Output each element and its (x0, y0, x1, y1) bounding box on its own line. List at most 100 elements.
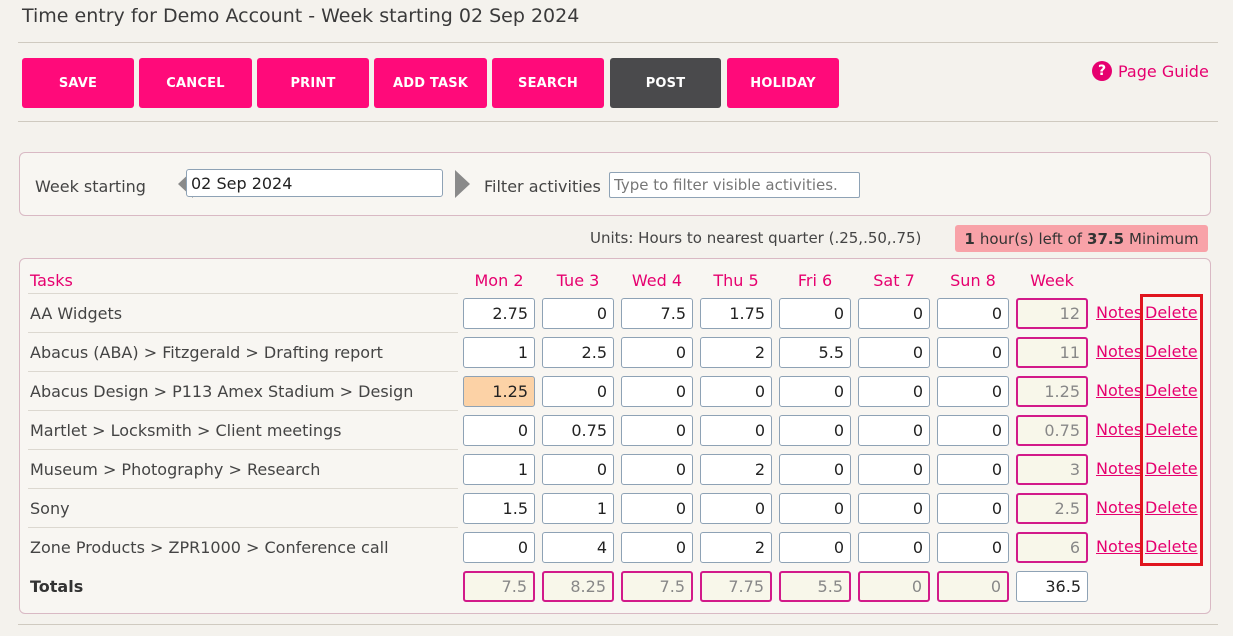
page-guide-link[interactable]: ? Page Guide (1092, 59, 1209, 83)
delete-link[interactable]: Delete (1145, 498, 1198, 517)
hours-input[interactable] (858, 532, 930, 563)
hours-input[interactable] (937, 337, 1009, 368)
hours-input[interactable] (463, 532, 535, 563)
task-name: Abacus Design > P113 Amex Stadium > Desi… (30, 382, 414, 401)
toolbar-divider (18, 121, 1218, 122)
hours-input[interactable] (621, 298, 693, 329)
timesheet-grid (19, 258, 1211, 614)
hours-input[interactable] (542, 415, 614, 446)
hours-input[interactable] (779, 532, 851, 563)
hours-input[interactable] (937, 376, 1009, 407)
totals-label: Totals (30, 577, 84, 596)
task-name: Sony (30, 499, 70, 518)
hours-input[interactable] (700, 376, 772, 407)
delete-link[interactable]: Delete (1145, 459, 1198, 478)
print-button[interactable]: PRINT (257, 58, 369, 108)
day-header: Thu 5 (713, 271, 759, 290)
hours-input[interactable] (542, 493, 614, 524)
week-total-cell (1016, 454, 1088, 485)
hours-input[interactable] (858, 415, 930, 446)
hours-input[interactable] (542, 298, 614, 329)
hours-input[interactable] (700, 415, 772, 446)
row-divider (28, 527, 458, 528)
hours-left-number: 1 (964, 229, 975, 248)
delete-link[interactable]: Delete (1145, 381, 1198, 400)
hours-input[interactable] (937, 532, 1009, 563)
hours-input[interactable] (463, 298, 535, 329)
page-title: Time entry for Demo Account - Week start… (22, 5, 580, 27)
hours-input[interactable] (858, 376, 930, 407)
hours-input[interactable] (542, 532, 614, 563)
notes-link[interactable]: Notes (1096, 303, 1143, 322)
hours-input[interactable] (779, 337, 851, 368)
hours-input[interactable] (700, 493, 772, 524)
notes-link[interactable]: Notes (1096, 420, 1143, 439)
hours-input[interactable] (621, 415, 693, 446)
notes-link[interactable]: Notes (1096, 537, 1143, 556)
notes-link[interactable]: Notes (1096, 498, 1143, 517)
filter-activities-input[interactable] (609, 172, 860, 198)
hours-input[interactable] (937, 298, 1009, 329)
holiday-button[interactable]: HOLIDAY (727, 58, 839, 108)
row-divider (28, 332, 458, 333)
post-button[interactable]: POST (610, 58, 721, 108)
day-total-cell (858, 571, 930, 602)
hours-input[interactable] (621, 532, 693, 563)
hours-input[interactable] (621, 376, 693, 407)
hours-input[interactable] (463, 454, 535, 485)
hours-input[interactable] (463, 415, 535, 446)
hours-input[interactable] (542, 454, 614, 485)
add-task-button[interactable]: ADD TASK (374, 58, 487, 108)
hours-input[interactable] (700, 454, 772, 485)
hours-input[interactable] (700, 532, 772, 563)
hours-input[interactable] (621, 493, 693, 524)
hours-input[interactable] (858, 337, 930, 368)
help-icon: ? (1092, 61, 1112, 81)
hours-input[interactable] (858, 298, 930, 329)
next-week-arrow-icon[interactable] (455, 170, 470, 198)
task-name: AA Widgets (30, 304, 123, 323)
delete-link[interactable]: Delete (1145, 303, 1198, 322)
notes-link[interactable]: Notes (1096, 381, 1143, 400)
hours-input[interactable] (779, 454, 851, 485)
notes-link[interactable]: Notes (1096, 342, 1143, 361)
hours-input[interactable] (542, 337, 614, 368)
task-name: Martlet > Locksmith > Client meetings (30, 421, 342, 440)
row-divider (28, 293, 458, 294)
save-button[interactable]: SAVE (22, 58, 134, 108)
delete-link[interactable]: Delete (1145, 342, 1198, 361)
hours-input[interactable] (700, 337, 772, 368)
week-starting-input[interactable] (186, 169, 443, 197)
day-total-cell (463, 571, 535, 602)
hours-input[interactable] (858, 454, 930, 485)
week-total-cell (1016, 376, 1088, 407)
week-total-cell (1016, 337, 1088, 368)
hours-input[interactable] (779, 298, 851, 329)
hours-input[interactable] (858, 493, 930, 524)
hours-input[interactable] (621, 337, 693, 368)
hours-left-text: hour(s) left of (979, 229, 1083, 248)
delete-link[interactable]: Delete (1145, 537, 1198, 556)
hours-input[interactable] (937, 454, 1009, 485)
week-total-cell (1016, 415, 1088, 446)
hours-input[interactable] (937, 415, 1009, 446)
hours-input[interactable] (779, 493, 851, 524)
header-divider (18, 42, 1218, 43)
task-name: Zone Products > ZPR1000 > Conference cal… (30, 538, 389, 557)
hours-input[interactable] (463, 493, 535, 524)
hours-input[interactable] (621, 454, 693, 485)
search-button[interactable]: SEARCH (492, 58, 604, 108)
hours-input[interactable] (542, 376, 614, 407)
cancel-button[interactable]: CANCEL (139, 58, 252, 108)
hours-input[interactable] (463, 376, 535, 407)
delete-link[interactable]: Delete (1145, 420, 1198, 439)
day-header: Sat 7 (873, 271, 915, 290)
hours-input[interactable] (463, 337, 535, 368)
day-header: Fri 6 (797, 271, 833, 290)
hours-input[interactable] (779, 376, 851, 407)
hours-input[interactable] (937, 493, 1009, 524)
minimum-text: Minimum (1129, 229, 1199, 248)
hours-input[interactable] (700, 298, 772, 329)
hours-input[interactable] (779, 415, 851, 446)
notes-link[interactable]: Notes (1096, 459, 1143, 478)
